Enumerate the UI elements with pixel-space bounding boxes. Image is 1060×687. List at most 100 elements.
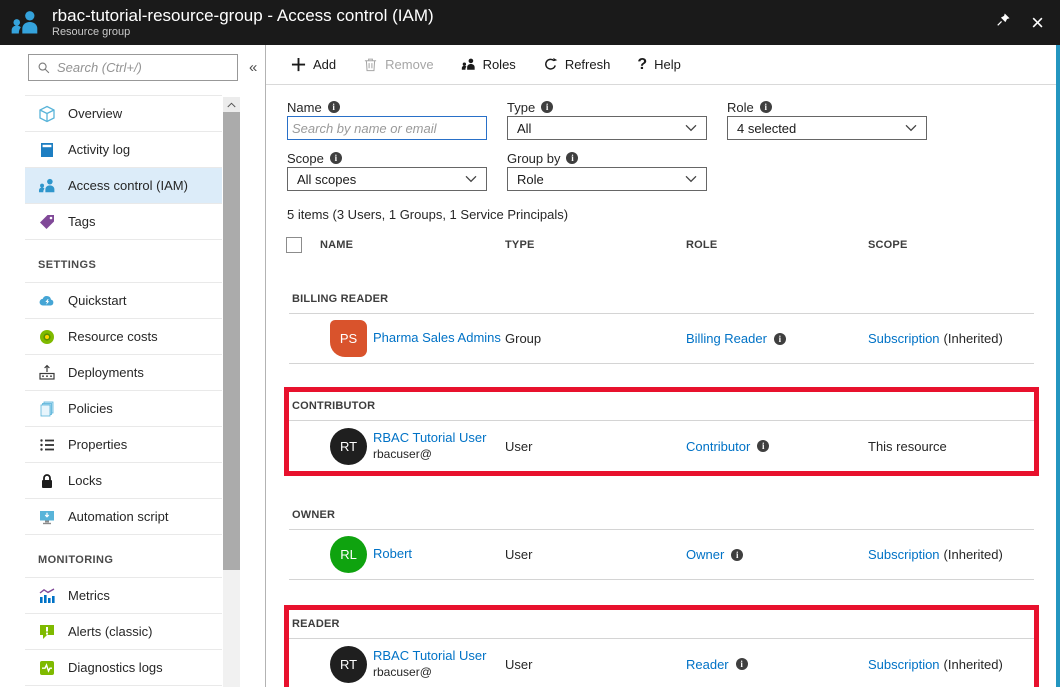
table-row[interactable]: PS Pharma Sales Admins Group Billing Rea… <box>289 314 1034 364</box>
deployments-icon <box>38 364 56 382</box>
scroll-up-icon[interactable] <box>223 97 240 112</box>
resource-costs-icon <box>38 328 56 346</box>
sidebar-item-overview[interactable]: Overview <box>25 96 222 132</box>
member-type: User <box>505 656 533 672</box>
sidebar-item-activity-log[interactable]: Activity log <box>25 132 222 168</box>
group-heading: BILLING READER <box>289 285 1034 314</box>
group-by-filter-label: Group by <box>507 150 561 166</box>
tag-icon <box>38 213 56 231</box>
sidebar-item-properties[interactable]: Properties <box>25 427 222 463</box>
info-icon: i <box>735 658 748 670</box>
title-bar: rbac-tutorial-resource-group - Access co… <box>0 0 1060 45</box>
sidebar-item-automation-script[interactable]: Automation script <box>25 499 222 535</box>
avatar: RT <box>330 645 367 683</box>
cloud-quickstart-icon <box>38 292 56 310</box>
sidebar-item-diagnostics-logs[interactable]: Diagnostics logs <box>25 650 222 686</box>
group-heading: CONTRIBUTOR <box>289 392 1034 421</box>
metrics-chart-icon <box>38 587 56 605</box>
name-filter-input[interactable] <box>292 117 486 139</box>
activity-log-icon <box>38 141 56 159</box>
filter-bar: Name i Type i All Role <box>266 85 1060 191</box>
member-email: rbacuser@ <box>373 664 432 679</box>
add-button[interactable]: Add <box>291 57 336 72</box>
scope-suffix: This resource <box>868 438 947 454</box>
remove-button[interactable]: Remove <box>363 57 434 72</box>
sidebar-item-quickstart[interactable]: Quickstart <box>25 283 222 319</box>
info-icon: i <box>731 548 744 561</box>
role-link[interactable]: Billing Reader <box>686 331 767 346</box>
scope-link[interactable]: Subscription <box>868 656 940 672</box>
scope-link[interactable]: Subscription <box>868 547 940 562</box>
role-group-owner: OWNER RL Robert User Owner i Subscriptio… <box>284 496 1039 585</box>
role-group-billing-reader: BILLING READER PS Pharma Sales Admins Gr… <box>284 280 1039 369</box>
role-filter-dropdown[interactable]: 4 selected <box>727 116 927 140</box>
properties-list-icon <box>38 436 56 454</box>
question-mark-icon: ? <box>637 55 648 73</box>
group-by-filter-dropdown[interactable]: Role <box>507 167 707 191</box>
diagnostics-logs-icon <box>38 659 56 677</box>
plus-icon <box>291 57 306 72</box>
type-filter-dropdown[interactable]: All <box>507 116 707 140</box>
avatar: RT <box>330 427 367 465</box>
table-row[interactable]: RT RBAC Tutorial User rbacuser@ User Rea… <box>289 639 1034 687</box>
sidebar-search-input[interactable] <box>57 60 217 75</box>
info-icon: i <box>541 101 554 113</box>
sidebar-heading-settings: SETTINGS <box>25 240 222 283</box>
roles-button[interactable]: Roles <box>461 57 516 72</box>
member-name-link[interactable]: RBAC Tutorial User <box>373 648 487 664</box>
chevron-down-icon <box>905 124 917 132</box>
sidebar-scrollbar[interactable] <box>223 97 240 687</box>
role-link[interactable]: Owner <box>686 547 725 562</box>
close-icon[interactable]: × <box>1031 9 1044 35</box>
member-name-link[interactable]: Pharma Sales Admins <box>373 330 501 346</box>
info-icon: i <box>329 152 342 164</box>
member-email: rbacuser@ <box>373 446 432 461</box>
sidebar-item-resource-costs[interactable]: Resource costs <box>25 319 222 355</box>
alerts-icon <box>38 623 56 641</box>
table-row[interactable]: RT RBAC Tutorial User rbacuser@ User Con… <box>289 421 1034 471</box>
scope-suffix: (Inherited) <box>943 547 1003 562</box>
sidebar-item-access-control-iam[interactable]: Access control (IAM) <box>25 168 222 204</box>
sidebar-item-tags[interactable]: Tags <box>25 204 222 240</box>
table-row[interactable]: RL Robert User Owner i Subscription (Inh… <box>289 530 1034 580</box>
scope-link[interactable]: Subscription <box>868 331 940 346</box>
avatar: PS <box>330 320 367 357</box>
chevron-down-icon <box>465 175 477 183</box>
column-header-type: TYPE <box>505 239 535 251</box>
name-filter-label: Name <box>287 99 322 115</box>
overview-cube-icon <box>38 105 56 123</box>
page-subtitle: Resource group <box>52 26 131 39</box>
help-button[interactable]: ? Help <box>637 55 681 73</box>
column-header-role: ROLE <box>686 239 718 251</box>
name-filter-input-box[interactable] <box>287 116 487 140</box>
sidebar-item-deployments[interactable]: Deployments <box>25 355 222 391</box>
sidebar-item-metrics[interactable]: Metrics <box>25 578 222 614</box>
trash-icon <box>363 57 378 72</box>
scrollbar-thumb[interactable] <box>223 112 240 570</box>
type-filter-label: Type <box>507 99 536 115</box>
select-all-checkbox[interactable] <box>286 237 302 253</box>
pin-icon[interactable] <box>995 12 1011 33</box>
sidebar-item-alerts-classic[interactable]: Alerts (classic) <box>25 614 222 650</box>
chevron-down-icon <box>685 124 697 132</box>
role-link[interactable]: Contributor <box>686 438 751 454</box>
sidebar-search-box[interactable] <box>28 54 238 81</box>
sidebar-item-locks[interactable]: Locks <box>25 463 222 499</box>
member-name-link[interactable]: Robert <box>373 546 413 562</box>
scope-filter-label: Scope <box>287 150 324 166</box>
group-heading: OWNER <box>289 501 1034 530</box>
role-group-contributor-highlighted: CONTRIBUTOR RT RBAC Tutorial User rbacus… <box>284 387 1039 476</box>
refresh-button[interactable]: Refresh <box>543 57 610 72</box>
group-heading: READER <box>289 610 1034 639</box>
collapse-sidebar-button[interactable]: « <box>249 59 258 76</box>
sidebar-item-policies[interactable]: Policies <box>25 391 222 427</box>
scope-suffix: (Inherited) <box>943 656 1003 672</box>
scope-filter-dropdown[interactable]: All scopes <box>287 167 487 191</box>
lock-icon <box>38 472 56 490</box>
role-link[interactable]: Reader <box>686 656 729 672</box>
member-type: User <box>505 547 533 562</box>
member-name-link[interactable]: RBAC Tutorial User <box>373 430 487 446</box>
items-summary: 5 items (3 Users, 1 Groups, 1 Service Pr… <box>287 207 569 222</box>
info-icon: i <box>327 101 340 113</box>
resource-group-icon <box>10 8 40 38</box>
